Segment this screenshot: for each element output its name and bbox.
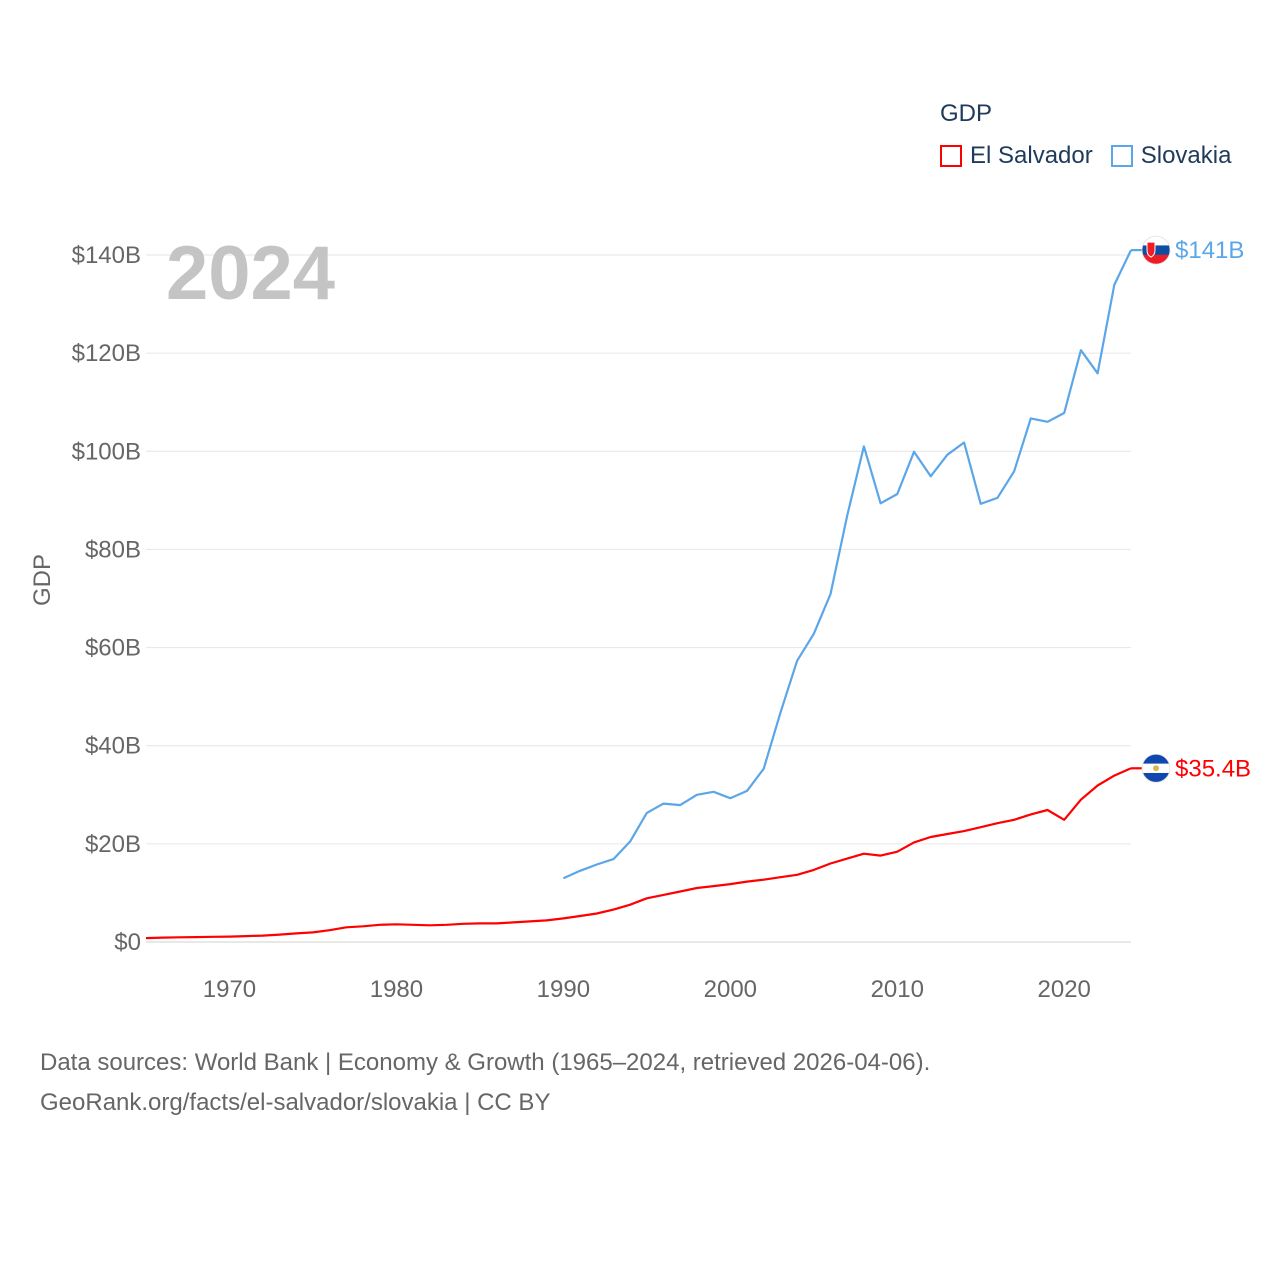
y-tick-label: $100B: [72, 438, 141, 465]
slovakia-swatch: [1110, 145, 1133, 167]
y-axis-tick-labels: $0 $20B $40B $60B $80B $100B $120B $140B: [72, 242, 141, 956]
y-tick-label: $60B: [85, 635, 141, 662]
el-salvador-line: [145, 767, 1132, 940]
el-salvador-end-label: $35.4B: [1175, 755, 1251, 782]
gridlines: [146, 254, 1131, 943]
slovakia-line: [562, 249, 1132, 880]
slovakia-flag-icon: [1141, 235, 1171, 265]
slovakia-end-label: $141B: [1175, 237, 1244, 264]
y-tick-label: $20B: [85, 831, 141, 858]
year-watermark: 2024: [166, 231, 336, 316]
y-axis-label: GDP: [29, 554, 56, 606]
source-line-2: GeoRank.org/facts/el-salvador/slovakia |…: [40, 1089, 551, 1116]
legend-item-slovakia[interactable]: Slovakia: [1110, 142, 1232, 170]
legend-label-el-salvador: El Salvador: [970, 142, 1093, 169]
y-tick-label: $120B: [72, 340, 141, 367]
source-line-1: Data sources: World Bank | Economy & Gro…: [40, 1049, 931, 1076]
legend-title: GDP: [940, 100, 993, 127]
x-tick-label: 2010: [871, 976, 924, 1003]
series-lines: [145, 249, 1132, 940]
legend: El Salvador Slovakia: [940, 142, 1249, 170]
legend-item-el-salvador[interactable]: El Salvador: [940, 142, 1093, 170]
y-tick-label: $140B: [72, 242, 141, 269]
el-salvador-swatch: [940, 145, 962, 167]
legend-label-slovakia: Slovakia: [1140, 142, 1232, 169]
x-tick-label: 1990: [537, 976, 590, 1003]
series-end-markers: $35.4B $141B: [1131, 235, 1251, 783]
x-tick-label: 1970: [203, 976, 256, 1003]
x-axis-tick-labels: 1970 1980 1990 2000 2010 2020: [203, 976, 1091, 1003]
x-tick-label: 1980: [370, 976, 423, 1003]
el-salvador-flag-icon: [1141, 753, 1171, 783]
y-tick-label: $40B: [85, 733, 141, 760]
y-tick-label: $80B: [85, 536, 141, 563]
x-tick-label: 2000: [704, 976, 757, 1003]
x-tick-label: 2020: [1038, 976, 1091, 1003]
y-tick-label: $0: [114, 929, 141, 956]
source-note: Data sources: World Bank | Economy & Gro…: [40, 1043, 930, 1123]
